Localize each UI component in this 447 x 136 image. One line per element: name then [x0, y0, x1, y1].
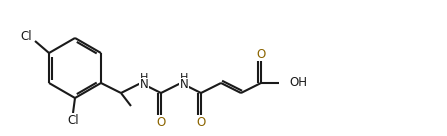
Text: N: N [180, 78, 188, 92]
Text: OH: OH [289, 76, 307, 89]
Text: Cl: Cl [20, 30, 32, 42]
Text: H: H [140, 73, 148, 83]
Text: O: O [257, 47, 266, 61]
Text: N: N [139, 78, 148, 92]
Text: H: H [180, 73, 188, 83]
Text: O: O [196, 117, 206, 129]
Text: Cl: Cl [67, 114, 79, 126]
Text: O: O [156, 117, 165, 129]
